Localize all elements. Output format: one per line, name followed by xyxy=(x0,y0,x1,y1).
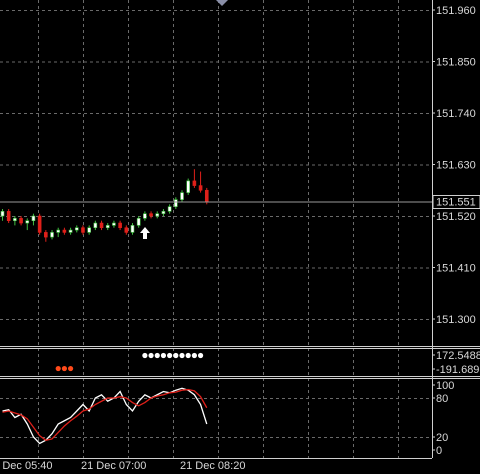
signal-dot xyxy=(148,352,154,359)
candle-body xyxy=(0,211,5,217)
y-tick-label: 20 xyxy=(436,432,448,444)
candle-body xyxy=(161,211,166,214)
candle-body xyxy=(174,199,178,207)
signal-dot xyxy=(167,352,173,359)
signal-dot xyxy=(173,352,179,359)
candle-body xyxy=(93,222,98,229)
candle-body xyxy=(130,225,135,233)
y-tick-label: 151.630 xyxy=(436,159,476,171)
candle-body xyxy=(204,189,209,202)
candle-body xyxy=(50,232,54,238)
candle-body xyxy=(74,227,79,231)
price-label: 151.551 xyxy=(436,196,476,208)
candle-body xyxy=(124,227,129,233)
y-tick-label: 151.960 xyxy=(436,5,476,17)
candle-body xyxy=(167,206,172,212)
shift-marker xyxy=(216,0,228,6)
signal-dot xyxy=(179,352,185,359)
y-tick-label: 151.410 xyxy=(436,262,476,274)
y-tick-label: -191.689 xyxy=(436,364,479,376)
candle-body xyxy=(198,185,203,191)
price-label-box xyxy=(432,195,480,210)
candle-body xyxy=(44,232,48,238)
buy-arrow xyxy=(140,227,150,239)
indicator-line xyxy=(2,388,208,441)
candle-body xyxy=(192,180,197,186)
candle-body xyxy=(13,218,17,221)
candle-body xyxy=(25,220,30,224)
y-tick-label: 151.740 xyxy=(436,108,476,120)
signal-dot xyxy=(67,365,74,372)
candle-body xyxy=(143,213,147,219)
y-tick-label: 151.300 xyxy=(436,314,476,326)
candle-body xyxy=(149,213,153,217)
y-tick-label: 172.5488 xyxy=(436,350,480,362)
y-tick-label: 151.850 xyxy=(436,56,476,68)
indicator-line xyxy=(2,387,208,445)
candle-body xyxy=(99,222,104,229)
candle-body xyxy=(112,222,116,226)
candle-body xyxy=(118,222,122,229)
y-tick-label: 151.520 xyxy=(436,211,476,223)
candle-body xyxy=(31,215,36,221)
y-tick-label: 0 xyxy=(436,445,442,457)
signal-dot xyxy=(154,352,160,359)
candle-body xyxy=(105,225,110,229)
signal-dot xyxy=(142,352,148,359)
candle-body xyxy=(155,213,160,217)
x-tick-label: 21 Dec 07:00 xyxy=(81,460,146,472)
signal-dot xyxy=(185,352,191,359)
candle-body xyxy=(37,215,42,233)
signal-dot xyxy=(55,365,61,372)
signal-dot xyxy=(61,365,67,372)
x-tick-label: Dec 05:40 xyxy=(2,460,52,472)
candle-body xyxy=(186,180,190,193)
candle-body xyxy=(19,218,23,224)
candle-body xyxy=(6,211,11,221)
candle-body xyxy=(136,218,141,226)
signal-dot xyxy=(160,352,167,359)
candle-body xyxy=(68,229,73,233)
candle-body xyxy=(87,227,91,233)
signal-dot xyxy=(191,352,197,359)
y-tick-label: 100 xyxy=(436,380,454,392)
signal-dot xyxy=(197,352,204,359)
candle-body xyxy=(62,229,67,233)
candle-body xyxy=(56,229,61,233)
candle-body xyxy=(81,227,85,233)
y-tick-label: 80 xyxy=(436,393,448,405)
candle-body xyxy=(180,192,184,200)
x-tick-label: 21 Dec 08:20 xyxy=(180,460,245,472)
